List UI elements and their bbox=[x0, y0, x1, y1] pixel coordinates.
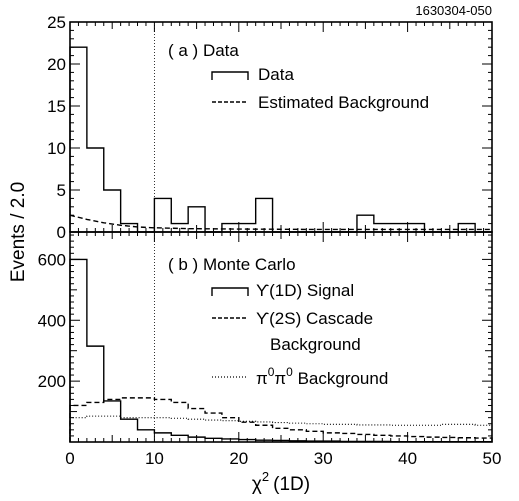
panel-a-ticks: 0 5 10 15 20 25 bbox=[47, 13, 493, 242]
panel-b-xtick-label: 50 bbox=[483, 449, 502, 468]
panel-a-series-0 bbox=[69, 46, 492, 233]
legend-a-data-label: Data bbox=[258, 65, 294, 84]
panel-b-label: ( b ) Monte Carlo bbox=[168, 255, 296, 274]
panel-b-xtick-label: 20 bbox=[229, 449, 248, 468]
panel-a-ytick-label: 20 bbox=[47, 55, 66, 74]
legend-b-pi0-base-1: π bbox=[256, 369, 268, 388]
x-axis-title: χ2 (1D) bbox=[252, 469, 310, 495]
panel-a-ytick-label: 0 bbox=[57, 223, 66, 242]
legend-b-pi0-sup-2: 0 bbox=[286, 365, 293, 379]
panel-b-ticks: 200 400 600 0 10 20 30 40 50 bbox=[38, 232, 502, 468]
panel-b-ytick-label: 600 bbox=[38, 250, 66, 269]
panel-b-series-2 bbox=[69, 415, 493, 442]
legend-b-pi0-suffix: Background bbox=[293, 369, 388, 388]
panel-a-label: ( a ) Data bbox=[168, 41, 239, 60]
panel-a-ytick-label: 10 bbox=[47, 139, 66, 158]
panel-a: 0 5 10 15 20 25 ( a ) Data Data Estimated Bac… bbox=[47, 13, 493, 242]
legend-b: ϒ(1D) Signal ϒ(2S) Cascade Background π0… bbox=[211, 281, 388, 388]
panel-b-series-0 bbox=[69, 258, 493, 443]
x-axis-sup: 2 bbox=[262, 469, 269, 484]
panel-b-xtick-label: 30 bbox=[314, 449, 333, 468]
legend-a: Data Estimated Background bbox=[211, 65, 429, 112]
panel-b-ytick-label: 200 bbox=[38, 372, 66, 391]
panel-b-xtick-label: 40 bbox=[398, 449, 417, 468]
panel-a-series bbox=[69, 46, 492, 233]
panel-a-ytick-label: 25 bbox=[47, 13, 66, 32]
legend-b-pi0-base-2: π bbox=[274, 369, 286, 388]
panel-b-ytick-label: 400 bbox=[38, 311, 66, 330]
panel-b-xtick-label: 10 bbox=[145, 449, 164, 468]
panel-a-ytick-label: 15 bbox=[47, 97, 66, 116]
panel-a-ytick-label: 5 bbox=[57, 181, 66, 200]
x-axis-chi: χ bbox=[252, 474, 262, 495]
panel-b-xtick-label: 0 bbox=[65, 449, 74, 468]
legend-b-signal-label: ϒ(1D) Signal bbox=[256, 281, 354, 300]
legend-b-pi0-sup-1: 0 bbox=[268, 365, 275, 379]
panel-b: 200 400 600 0 10 20 30 40 50 ( b ) Monte Carlo ϒ… bbox=[38, 231, 502, 468]
y-axis-title: Events / 2.0 bbox=[8, 182, 29, 282]
legend-b-cascade-label: ϒ(2S) Cascade bbox=[256, 309, 373, 328]
legend-b-signal-marker bbox=[211, 287, 249, 296]
panel-a-series-1 bbox=[69, 214, 492, 231]
figure-id: 1630304-050 bbox=[415, 3, 492, 18]
legend-b-cascade-label-2: Background bbox=[270, 335, 361, 354]
legend-b-pi0-label: π0π0 Background bbox=[256, 365, 388, 388]
x-axis-suffix: (1D) bbox=[273, 474, 310, 495]
legend-a-bkg-label: Estimated Background bbox=[258, 93, 429, 112]
panel-b-series bbox=[69, 258, 493, 443]
legend-a-data-marker bbox=[211, 71, 249, 80]
panel-a-frame bbox=[69, 21, 493, 233]
